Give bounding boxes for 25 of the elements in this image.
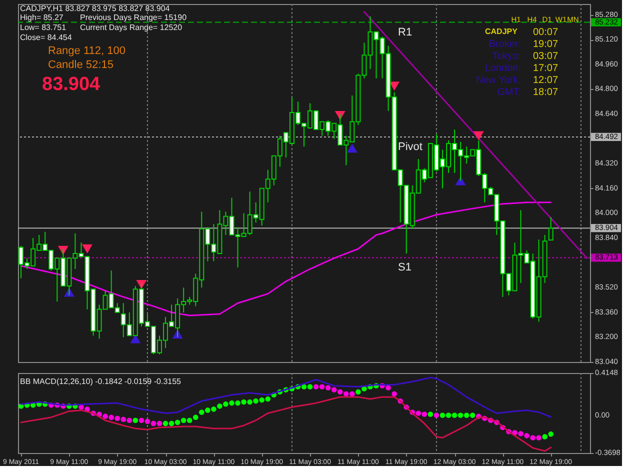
- annotation: Low= 83.751: [20, 23, 67, 32]
- annotation: Broker:: [488, 39, 521, 50]
- annotation: Tokyo:: [492, 51, 521, 62]
- annotation: Current Days Range= 12520: [80, 23, 183, 32]
- annotation: Candle 52:15: [48, 59, 114, 71]
- ref-line-label: Pivot: [398, 140, 422, 153]
- annotation: London:: [484, 63, 521, 74]
- ref-line-label: S1: [398, 262, 412, 274]
- annotation: Close= 84.454: [20, 33, 72, 42]
- annotation: Previous Days Range= 15190: [80, 13, 188, 22]
- annotation: 83.904: [42, 74, 101, 95]
- ref-line-label: R1: [398, 26, 412, 38]
- annotation: CADJPY: [485, 27, 518, 36]
- chart-title: BB MACD(12,26,10) -0.1842 -0.0159 -0.3155: [20, 377, 182, 386]
- annotation: 03:07: [533, 51, 558, 62]
- annotation: 00:07: [533, 27, 558, 38]
- annotation: 12:07: [533, 75, 558, 86]
- annotation: Range 112, 100: [48, 45, 126, 57]
- annotation: New York:: [476, 75, 521, 86]
- annotation: 19:07: [533, 39, 558, 50]
- annotation: 17:07: [533, 63, 558, 74]
- chart-title: CADJPY,H1 83.827 83.975 83.827 83.904: [20, 4, 170, 13]
- annotation: GMT:: [497, 87, 521, 98]
- annotation: High= 85.27: [20, 13, 64, 22]
- annotation: 18:07: [533, 87, 558, 98]
